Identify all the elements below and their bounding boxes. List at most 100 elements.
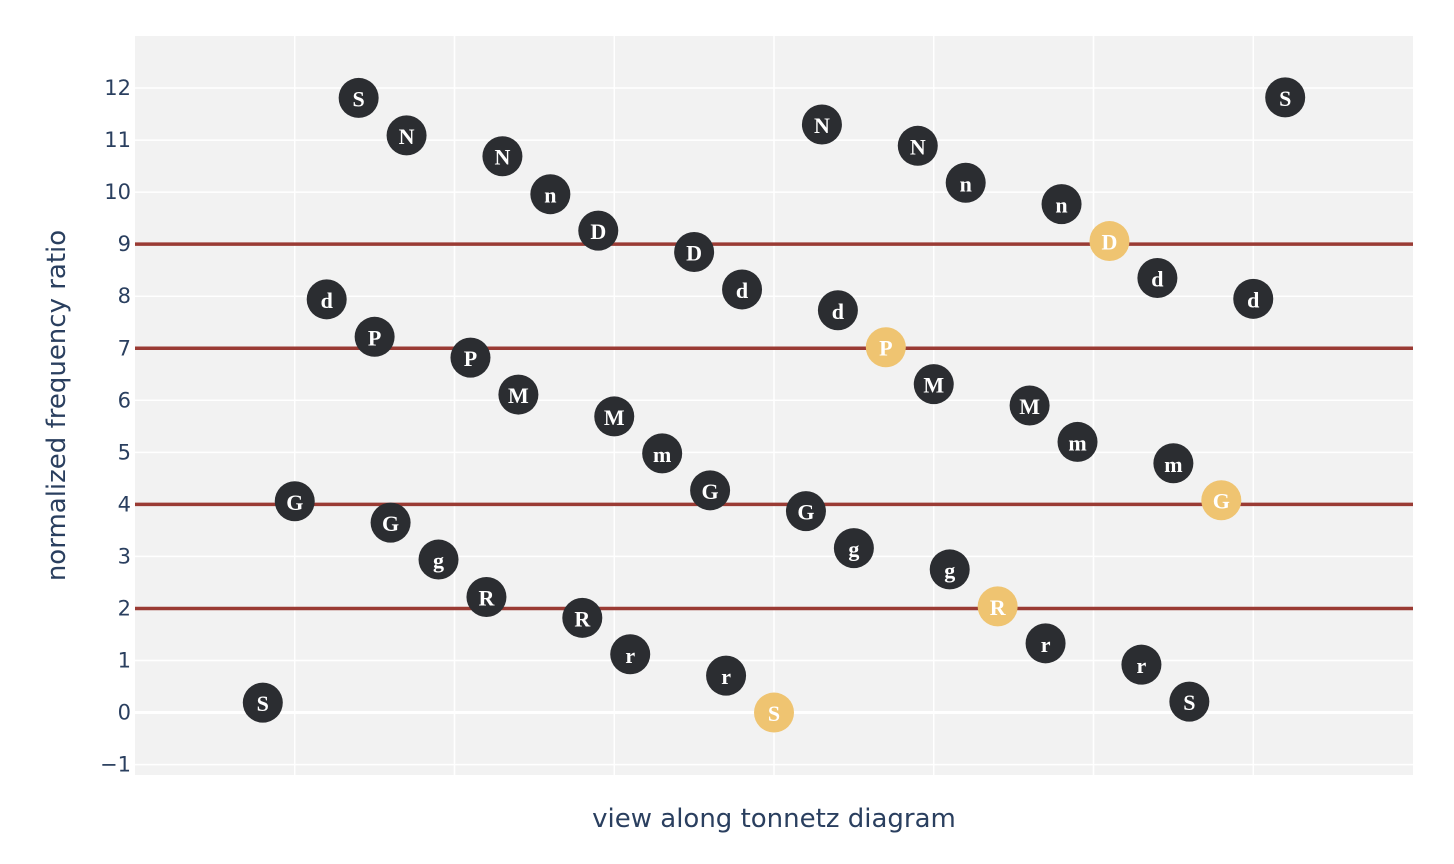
- note-point: d: [306, 279, 347, 320]
- note-label: d: [736, 278, 748, 303]
- note-point: M: [498, 374, 539, 415]
- note-point: S: [1169, 681, 1210, 722]
- note-label: m: [653, 442, 671, 467]
- y-tick-label: 7: [118, 336, 131, 360]
- note-label: M: [1019, 394, 1040, 419]
- note-label: G: [286, 490, 303, 515]
- y-tick-label: 3: [118, 544, 131, 568]
- note-marker: [274, 481, 315, 522]
- note-marker: [929, 549, 970, 590]
- note-marker: [482, 136, 523, 177]
- note-point: d: [722, 269, 763, 310]
- y-tick-label: 5: [118, 440, 131, 464]
- note-marker-highlight: [1201, 480, 1242, 521]
- note-marker: [306, 279, 347, 320]
- y-tick-label: 11: [104, 128, 131, 152]
- note-point: g: [833, 528, 874, 569]
- note-label: g: [433, 548, 444, 573]
- note-label: r: [1041, 632, 1051, 657]
- note-label: R: [479, 586, 496, 611]
- note-point: r: [706, 655, 747, 696]
- note-marker: [498, 374, 539, 415]
- note-point: S: [754, 692, 794, 733]
- note-point: M: [594, 396, 635, 437]
- note-label: N: [814, 113, 830, 138]
- note-marker: [242, 682, 283, 723]
- note-point: G: [1201, 480, 1242, 521]
- note-marker: [801, 104, 842, 145]
- y-tick-label: 6: [118, 388, 131, 412]
- note-label: P: [879, 336, 892, 361]
- note-point: N: [801, 104, 842, 145]
- note-label: D: [1102, 230, 1118, 255]
- note-marker: [1009, 385, 1050, 426]
- note-point: P: [450, 337, 491, 378]
- note-marker: [642, 433, 683, 474]
- note-marker: [418, 539, 459, 580]
- y-tick-label: 12: [104, 76, 131, 100]
- note-marker: [1121, 644, 1162, 685]
- note-marker: [594, 396, 635, 437]
- note-label: D: [686, 240, 702, 265]
- note-label: d: [832, 299, 844, 324]
- note-label: S: [257, 691, 269, 716]
- note-marker: [690, 470, 731, 511]
- note-marker-highlight: [1089, 221, 1130, 262]
- note-point: m: [1057, 421, 1098, 462]
- y-tick-label: 1: [118, 649, 131, 673]
- note-label: G: [1213, 489, 1230, 514]
- note-label: M: [508, 383, 529, 408]
- note-point: D: [674, 231, 715, 272]
- note-point: R: [466, 577, 507, 618]
- note-marker: [1057, 421, 1098, 462]
- note-label: S: [1183, 690, 1195, 715]
- y-tick-label: 4: [118, 492, 131, 516]
- note-marker: [913, 364, 954, 405]
- note-point: g: [418, 539, 459, 580]
- note-label: n: [1055, 193, 1067, 218]
- y-tick-label: 10: [104, 180, 131, 204]
- note-marker: [833, 528, 874, 569]
- note-marker: [897, 125, 938, 166]
- note-point: d: [817, 290, 858, 331]
- note-point: N: [482, 136, 523, 177]
- note-label: r: [1137, 653, 1147, 678]
- note-marker: [610, 634, 651, 675]
- note-point: S: [242, 682, 283, 723]
- note-point: G: [370, 502, 411, 543]
- note-point: n: [945, 162, 986, 203]
- note-marker: [817, 290, 858, 331]
- note-label: G: [702, 479, 719, 504]
- note-label: R: [990, 595, 1007, 620]
- note-marker: [354, 316, 395, 357]
- reference-lines-layer: [135, 242, 1413, 611]
- note-marker-highlight: [865, 327, 906, 368]
- note-label: P: [368, 325, 381, 350]
- note-point: P: [354, 316, 395, 357]
- note-point: n: [530, 174, 571, 215]
- note-point: G: [690, 470, 731, 511]
- note-marker: [1041, 184, 1082, 225]
- note-marker: [1169, 681, 1210, 722]
- note-point: r: [1025, 623, 1066, 664]
- y-tick-label: 8: [118, 284, 131, 308]
- note-marker: [562, 597, 603, 638]
- note-label: g: [848, 537, 859, 562]
- y-tick-label: 0: [118, 701, 131, 725]
- note-marker: [530, 174, 571, 215]
- note-point: r: [610, 634, 651, 675]
- note-label: G: [797, 500, 814, 525]
- note-label: m: [1164, 452, 1182, 477]
- note-label: r: [721, 664, 731, 689]
- note-marker: [386, 115, 427, 156]
- note-point: S: [338, 77, 379, 118]
- note-point: G: [785, 491, 826, 532]
- note-point: N: [386, 115, 427, 156]
- note-marker: [1025, 623, 1066, 664]
- note-marker: [722, 269, 763, 310]
- note-marker: [1233, 278, 1274, 319]
- y-tick-label: −1: [100, 753, 131, 777]
- note-label: N: [494, 145, 510, 170]
